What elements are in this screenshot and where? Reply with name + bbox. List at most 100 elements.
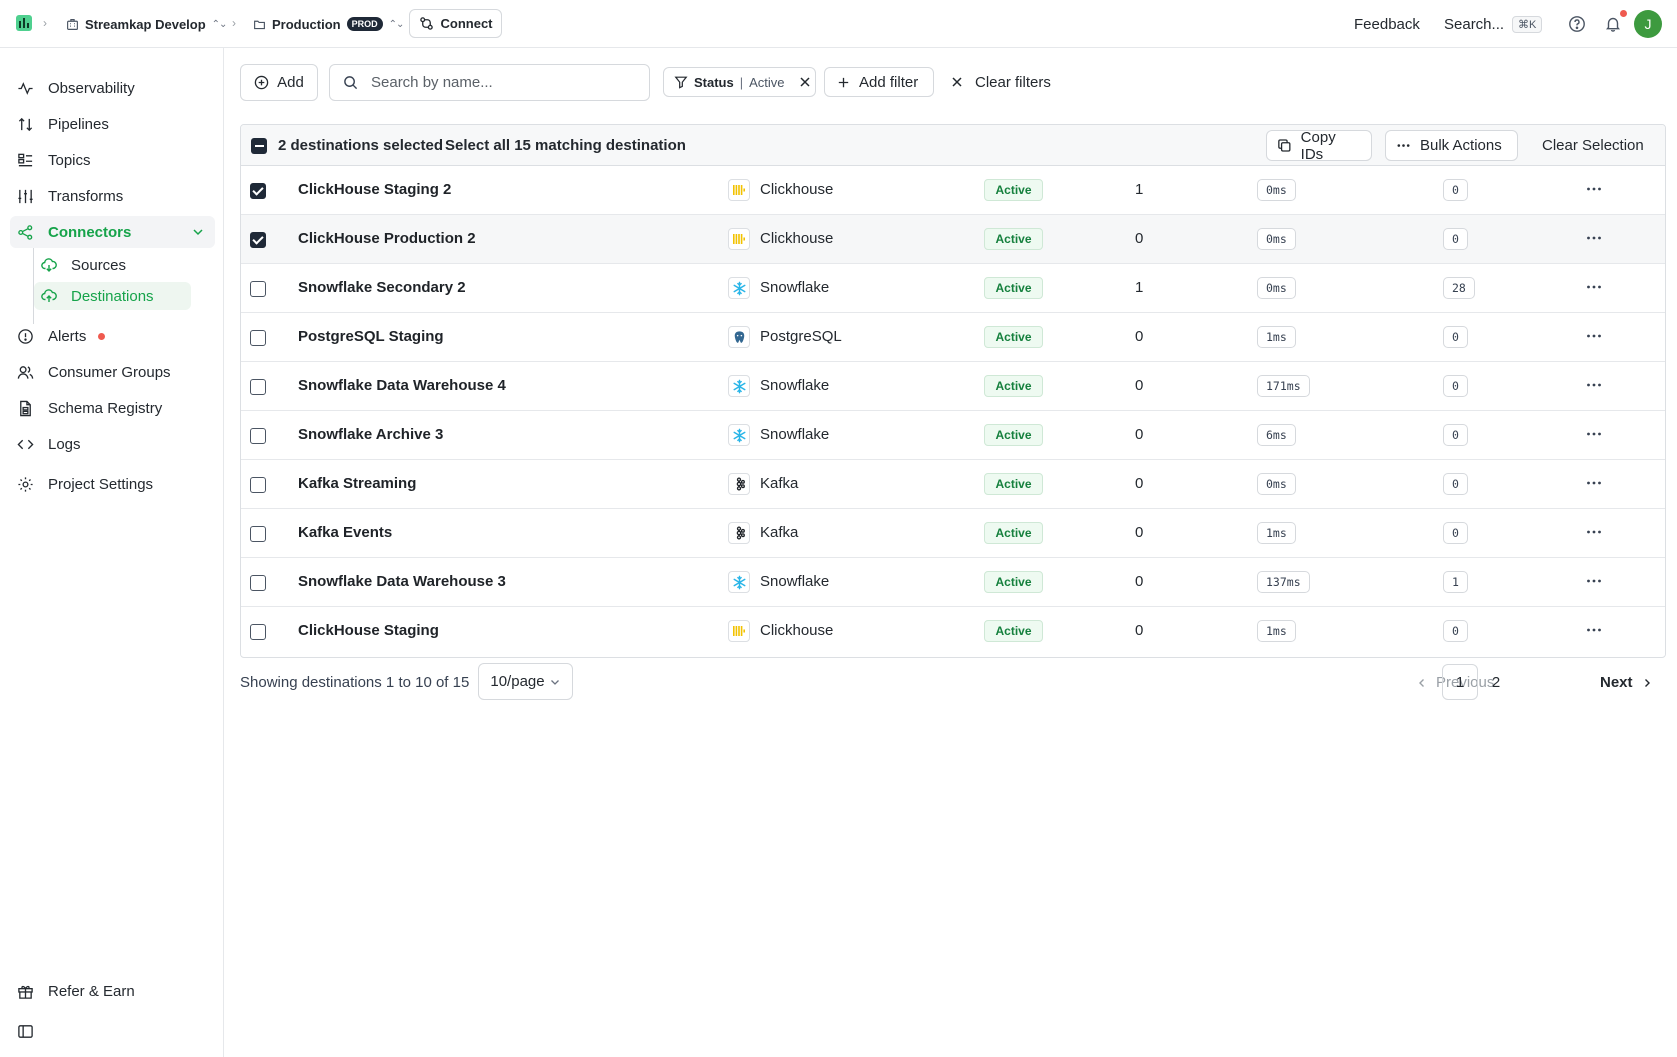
table-row[interactable]: ClickHouse Staging Clickhouse Active 0 1ms 0 — [241, 607, 1665, 656]
sidebar-item-observability[interactable]: Observability — [10, 72, 215, 104]
page-1-button[interactable]: 1 — [1442, 664, 1478, 700]
connect-button[interactable]: Connect — [409, 9, 502, 38]
sidebar-toggle-button[interactable] — [10, 1015, 42, 1047]
row-checkbox[interactable] — [250, 379, 266, 395]
row-checkbox[interactable] — [250, 183, 266, 199]
clear-selection-button[interactable]: Clear Selection — [1542, 137, 1644, 154]
row-actions-button[interactable] — [1582, 424, 1606, 444]
previous-page-button[interactable]: Previous — [1416, 674, 1494, 691]
connector-type: PostgreSQL — [760, 328, 842, 345]
table-row[interactable]: PostgreSQL Staging PostgreSQL Active 0 1ms 0 — [241, 313, 1665, 362]
destination-name[interactable]: Snowflake Archive 3 — [298, 426, 444, 443]
refer-label: Refer & Earn — [48, 982, 135, 1000]
sidebar-item-schema-registry[interactable]: Schema Registry — [10, 392, 215, 424]
row-checkbox[interactable] — [250, 232, 266, 248]
sidebar-item-sources[interactable]: Sources — [34, 251, 191, 279]
add-button[interactable]: Add — [240, 64, 318, 101]
destination-name[interactable]: Kafka Streaming — [298, 475, 417, 492]
table-row[interactable]: Snowflake Data Warehouse 3 Snowflake Activ… — [241, 558, 1665, 607]
topic-count: 0 — [1135, 426, 1144, 443]
sidebar-item-logs[interactable]: Logs — [10, 428, 215, 460]
status-badge: Active — [984, 375, 1043, 397]
row-actions-button[interactable] — [1582, 179, 1606, 199]
row-actions-button[interactable] — [1582, 277, 1606, 297]
latency-value: 1ms — [1257, 326, 1296, 348]
latency-value: 6ms — [1257, 424, 1296, 446]
row-actions-button[interactable] — [1582, 375, 1606, 395]
refer-and-earn-link[interactable]: Refer & Earn — [10, 975, 215, 1007]
project-name: Production — [272, 16, 341, 32]
close-icon[interactable] — [799, 76, 811, 88]
bell-icon[interactable] — [1604, 15, 1622, 33]
row-checkbox[interactable] — [250, 428, 266, 444]
streamkap-logo-icon[interactable] — [16, 15, 32, 31]
destination-name[interactable]: Kafka Events — [298, 524, 393, 541]
org-switcher[interactable]: Streamkap Develop ⌃⌄ — [66, 14, 227, 34]
destination-name[interactable]: ClickHouse Production 2 — [298, 230, 476, 247]
help-icon[interactable] — [1568, 15, 1586, 33]
next-label: Next — [1600, 674, 1633, 691]
row-actions-button[interactable] — [1582, 326, 1606, 346]
row-checkbox[interactable] — [250, 624, 266, 640]
sidebar-item-consumer-groups[interactable]: Consumer Groups — [10, 356, 215, 388]
status-badge: Active — [984, 473, 1043, 495]
row-checkbox[interactable] — [250, 575, 266, 591]
destination-name[interactable]: ClickHouse Staging — [298, 622, 439, 639]
sidebar-item-project-settings[interactable]: Project Settings — [10, 468, 215, 500]
sidebar-item-topics[interactable]: Topics — [10, 144, 215, 176]
row-checkbox[interactable] — [250, 477, 266, 493]
sidebar-item-destinations[interactable]: Destinations — [34, 282, 191, 310]
table-row[interactable]: Snowflake Archive 3 Snowflake Active 0 6ms 0 — [241, 411, 1665, 460]
copy-ids-button[interactable]: Copy IDs — [1266, 129, 1372, 163]
status-filter-chip[interactable]: Status | Active — [663, 67, 816, 97]
table-row[interactable]: Kafka Streaming Kafka Active 0 0ms 0 — [241, 460, 1665, 509]
sidebar-item-label: Logs — [48, 435, 81, 453]
row-checkbox[interactable] — [250, 526, 266, 542]
sidebar-item-label: Project Settings — [48, 475, 154, 493]
select-all-checkbox[interactable] — [251, 138, 267, 154]
sidebar-item-transforms[interactable]: Transforms — [10, 180, 215, 212]
avatar[interactable]: J — [1634, 10, 1662, 38]
sidebar-item-pipelines[interactable]: Pipelines — [10, 108, 215, 140]
table-row[interactable]: ClickHouse Production 2 Clickhouse Active 0… — [241, 215, 1665, 264]
alert-indicator-dot — [98, 332, 106, 340]
destination-name[interactable]: Snowflake Data Warehouse 4 — [298, 377, 506, 394]
global-search[interactable]: Search... ⌘K — [1444, 0, 1543, 48]
per-page-select[interactable]: 10/page — [478, 663, 573, 700]
sidebar-item-connectors[interactable]: Connectors — [10, 216, 215, 248]
page-2-button[interactable]: 2 — [1491, 673, 1501, 691]
row-actions-button[interactable] — [1582, 473, 1606, 493]
building-icon — [67, 18, 78, 30]
next-page-button[interactable]: Next — [1600, 674, 1653, 691]
search-input-box[interactable] — [329, 64, 650, 101]
connector-type: Snowflake — [760, 573, 830, 590]
project-switcher[interactable]: Production PROD ⌃⌄ — [253, 14, 404, 34]
destination-name[interactable]: ClickHouse Staging 2 — [298, 181, 452, 198]
row-checkbox[interactable] — [250, 330, 266, 346]
row-actions-button[interactable] — [1582, 620, 1606, 640]
destination-name[interactable]: Snowflake Data Warehouse 3 — [298, 573, 506, 590]
ellipsis-icon — [1587, 579, 1601, 583]
bulk-actions-button[interactable]: Bulk Actions — [1385, 130, 1518, 161]
users-icon — [17, 365, 34, 379]
selected-count: 2 destinations selected — [278, 137, 444, 154]
previous-label: Previous — [1436, 674, 1495, 691]
row-checkbox[interactable] — [250, 281, 266, 297]
destination-name[interactable]: Snowflake Secondary 2 — [298, 279, 466, 296]
latency-value: 0ms — [1257, 277, 1296, 299]
select-all-matching-link[interactable]: Select all 15 matching destination — [445, 137, 686, 154]
row-actions-button[interactable] — [1582, 571, 1606, 591]
add-filter-button[interactable]: Add filter — [824, 67, 934, 97]
lag-value: 1 — [1443, 571, 1468, 593]
row-actions-button[interactable] — [1582, 228, 1606, 248]
table-row[interactable]: ClickHouse Staging 2 Clickhouse Active 1 0ms… — [241, 166, 1665, 215]
table-row[interactable]: Snowflake Data Warehouse 4 Snowflake Activ… — [241, 362, 1665, 411]
search-input[interactable] — [371, 74, 631, 91]
clear-filters-button[interactable]: Clear filters — [951, 67, 1051, 97]
feedback-link[interactable]: Feedback — [1354, 15, 1420, 33]
table-row[interactable]: Snowflake Secondary 2 Snowflake Active 1 0ms… — [241, 264, 1665, 313]
destination-name[interactable]: PostgreSQL Staging — [298, 328, 444, 345]
table-row[interactable]: Kafka Events Kafka Active 0 1ms 0 — [241, 509, 1665, 558]
row-actions-button[interactable] — [1582, 522, 1606, 542]
sidebar-item-alerts[interactable]: Alerts — [10, 320, 215, 352]
